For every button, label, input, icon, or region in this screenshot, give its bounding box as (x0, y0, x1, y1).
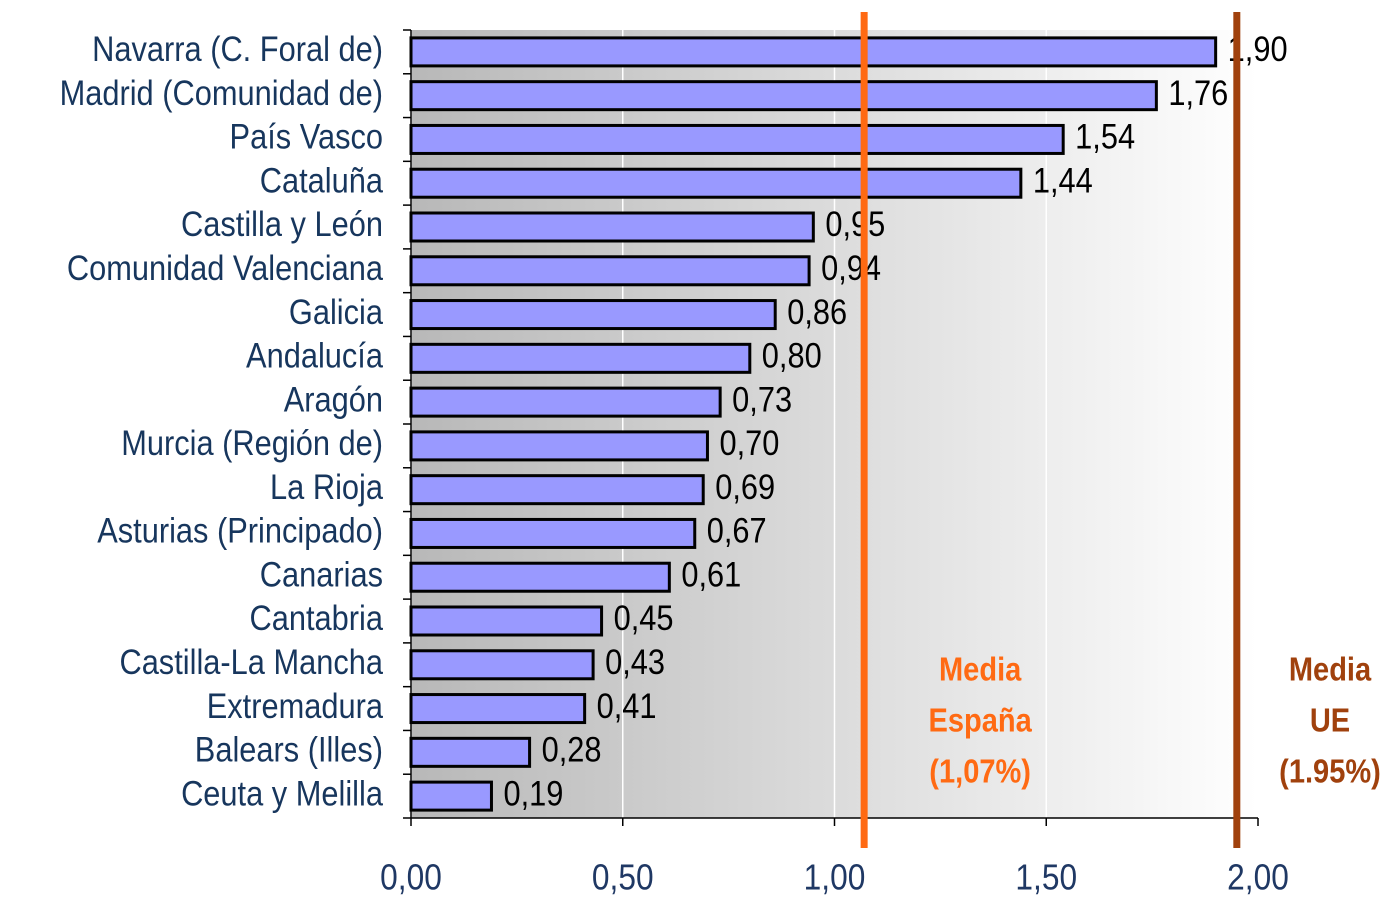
y-tick-label: Murcia (Región de) (121, 423, 383, 462)
data-label: 0,70 (719, 423, 779, 462)
bar (409, 36, 1218, 68)
bar (409, 561, 671, 593)
data-label: 0,41 (597, 686, 657, 725)
data-label: 0,61 (681, 555, 741, 594)
bar (409, 474, 705, 506)
y-tick-label: La Rioja (270, 467, 384, 506)
bar (409, 342, 752, 374)
bar (409, 167, 1023, 199)
data-label: 1,76 (1168, 73, 1228, 112)
y-tick-label: Balears (Illes) (195, 730, 383, 769)
y-tick-label: Navarra (C. Foral de) (92, 29, 383, 68)
bar (409, 80, 1158, 112)
bar (409, 780, 493, 812)
y-tick-label: Galicia (289, 292, 384, 331)
data-label: 0,80 (762, 336, 822, 375)
y-tick-label: Castilla-La Mancha (119, 642, 383, 681)
bar (409, 517, 697, 549)
y-tick-label: Castilla y León (181, 204, 383, 243)
y-tick-label: Extremadura (207, 686, 384, 725)
y-tick-label: País Vasco (230, 117, 383, 156)
reference-label: (1.95%) (1279, 753, 1381, 790)
reference-label: Media (939, 651, 1022, 688)
y-tick-label: Ceuta y Melilla (181, 774, 384, 813)
bar (409, 386, 722, 418)
bar (409, 255, 811, 287)
data-label: 0,94 (821, 248, 881, 287)
y-tick-label: Madrid (Comunidad de) (60, 73, 383, 112)
y-tick-label: Comunidad Valenciana (67, 248, 384, 287)
data-label: 0,67 (707, 511, 767, 550)
data-label: 0,19 (503, 774, 563, 813)
y-tick-label: Aragón (284, 380, 383, 419)
data-label: 0,43 (605, 642, 665, 681)
x-tick-label: 1,50 (1015, 858, 1077, 898)
y-tick-label: Cataluña (260, 161, 384, 200)
data-label: 0,86 (787, 292, 847, 331)
y-tick-label: Canarias (260, 555, 383, 594)
x-tick-label: 2,00 (1227, 858, 1289, 898)
reference-label: España (928, 702, 1032, 739)
bar (409, 123, 1065, 155)
bar (409, 693, 587, 725)
data-label: 0,28 (542, 730, 602, 769)
data-label: 1,44 (1033, 161, 1093, 200)
reference-label: (1,07%) (929, 753, 1031, 790)
data-label: 0,73 (732, 380, 792, 419)
data-label: 0,45 (614, 598, 674, 637)
y-tick-label: Cantabria (250, 598, 384, 637)
y-tick-label: Asturias (Principado) (97, 511, 383, 550)
y-tick-label: Andalucía (246, 336, 384, 375)
bar (409, 430, 709, 462)
bar (409, 211, 815, 243)
bar (409, 299, 777, 331)
x-tick-label: 0,50 (592, 858, 654, 898)
bar (409, 605, 604, 637)
data-label: 0,69 (715, 467, 775, 506)
bar (409, 649, 595, 681)
reference-label: Media (1289, 651, 1372, 688)
x-tick-label: 1,00 (804, 858, 866, 898)
x-tick-label: 0,00 (380, 858, 442, 898)
data-label: 1,54 (1075, 117, 1135, 156)
data-label: 0,95 (825, 204, 885, 243)
reference-label: UE (1310, 702, 1350, 739)
bar (409, 736, 532, 768)
